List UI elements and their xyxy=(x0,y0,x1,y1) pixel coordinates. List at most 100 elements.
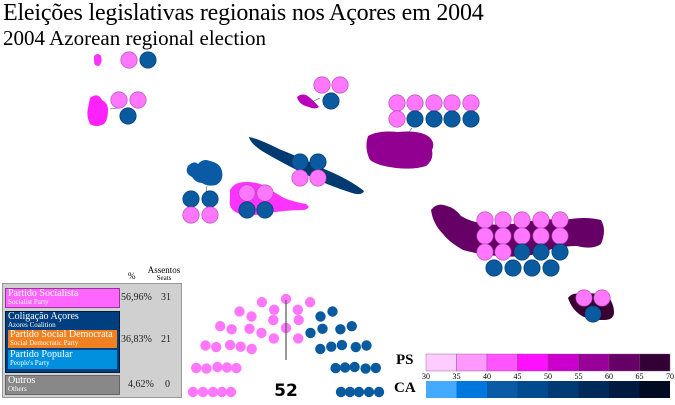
ca-scale-swatch xyxy=(487,381,518,398)
ca-name-en: Azores Coalition xyxy=(8,321,56,329)
ca-seats: 21 xyxy=(161,334,171,345)
subtitle: 2004 Azorean regional election xyxy=(3,26,266,50)
ca-parliament-seat xyxy=(315,343,326,355)
ps-seat-sao-miguel xyxy=(476,243,494,261)
ps-parliament-seat xyxy=(244,323,255,334)
ps-parliament-seat xyxy=(215,321,226,332)
ps-seat-pico xyxy=(256,184,274,202)
leader-line xyxy=(205,185,208,193)
ca-seat-corvo xyxy=(139,51,157,69)
ps-parliament-seat xyxy=(304,297,316,308)
ps-scale-swatch xyxy=(578,353,610,372)
island-flores xyxy=(87,95,108,126)
ps-seat-terceira xyxy=(406,94,424,112)
ca-parliament-seat xyxy=(330,362,341,374)
ps-parliament-seat xyxy=(197,386,209,398)
ps-parliament-seat xyxy=(231,362,242,374)
ps-parliament-seat xyxy=(246,343,257,355)
ca-parliament-seat xyxy=(344,386,356,398)
ps-scale-swatch xyxy=(517,353,549,372)
scale-tick: 30 xyxy=(422,372,430,381)
ps-seat-sao-miguel xyxy=(476,211,494,229)
ps-seat-faial xyxy=(182,206,200,224)
ps-seat-corvo xyxy=(120,51,138,69)
ps-seat-santa-maria xyxy=(575,289,593,307)
ca-seat-terceira xyxy=(425,110,443,128)
ps-scale-swatch xyxy=(486,353,518,372)
ps-scale-swatch xyxy=(425,353,457,372)
ps-seat-santa-maria xyxy=(593,289,611,307)
ps-seat-terceira xyxy=(388,94,406,112)
ca-seat-terceira xyxy=(443,110,461,128)
ca-scale-swatch xyxy=(456,381,487,398)
legend-psd: Partido Social Democrata Social Democrati… xyxy=(8,330,117,348)
ca-parliament-seat xyxy=(370,362,381,374)
ps-seat-flores xyxy=(110,91,128,109)
scale-tick: 55 xyxy=(575,372,583,381)
psd-name-en: Social Democratic Party xyxy=(10,339,79,347)
ca-seat-pico xyxy=(256,201,274,219)
ps-parliament-seat xyxy=(256,297,268,308)
island-graciosa xyxy=(297,94,319,109)
ps-seat-terceira xyxy=(425,94,443,112)
legend-ps: Partido Socialista Socialist Party xyxy=(5,288,120,308)
ps-seat-terceira xyxy=(443,94,461,112)
ps-seat-sao-miguel xyxy=(494,211,512,229)
scale-ps-label: PS xyxy=(396,352,414,368)
ps-parliament-seat xyxy=(293,314,304,326)
ps-parliament-seat xyxy=(234,306,245,317)
ps-scale-swatch xyxy=(456,353,488,372)
title: Eleições legislativas regionais nos Açor… xyxy=(3,0,484,26)
ps-seat-sao-miguel xyxy=(532,211,550,229)
seats-en: Seats xyxy=(156,274,172,282)
others-name-en: Others xyxy=(8,385,27,393)
ca-seat-sao-jorge xyxy=(291,153,309,171)
ps-scale-swatch xyxy=(639,353,671,372)
legend-others: Outros Others xyxy=(5,375,120,395)
ca-parliament-seat xyxy=(327,306,338,317)
ps-scale-swatch xyxy=(608,353,640,372)
ps-seat-terceira xyxy=(462,94,480,112)
ca-scale-swatch xyxy=(517,381,548,398)
ca-seat-sao-miguel xyxy=(551,243,569,261)
others-seats: 0 xyxy=(165,379,170,390)
pp-name: Partido Popular xyxy=(10,349,73,360)
ps-seat-sao-miguel xyxy=(476,227,494,245)
island-corvo xyxy=(94,54,102,66)
ca-seat-graciosa xyxy=(322,92,340,110)
ca-seat-santa-maria xyxy=(584,305,602,323)
ca-seat-pico xyxy=(238,201,256,219)
ps-parliament-seat xyxy=(216,386,228,398)
ca-seat-faial xyxy=(182,190,200,208)
ca-parliament-seat xyxy=(360,363,371,374)
ps-seat-graciosa xyxy=(331,76,349,94)
ps-seat-sao-miguel xyxy=(532,227,550,245)
ca-scale-swatch xyxy=(609,381,640,398)
ps-seat-sao-miguel xyxy=(551,211,569,229)
ca-parliament-seat xyxy=(335,324,346,335)
ps-parliament-seat xyxy=(293,333,304,344)
ps-parliament-seat xyxy=(280,293,292,305)
ps-seat-graciosa xyxy=(313,76,331,94)
ps-seat-sao-jorge xyxy=(309,169,327,187)
ps-seat-sao-miguel xyxy=(513,227,531,245)
ps-parliament-seat xyxy=(246,311,257,322)
ca-parliament-seat xyxy=(315,311,326,322)
ca-parliament-seat xyxy=(335,386,347,398)
ps-parliament-seat xyxy=(201,363,212,374)
ca-parliament-seat xyxy=(339,362,351,373)
ps-parliament-seat xyxy=(225,386,237,398)
ca-parliament-seat xyxy=(305,327,316,339)
legend-pp: Partido Popular People's Party xyxy=(8,350,117,369)
ps-parliament-seat xyxy=(191,362,202,374)
ca-parliament-seat xyxy=(317,323,328,334)
ps-seats: 31 xyxy=(161,292,171,303)
ca-seat-sao-miguel xyxy=(504,259,522,277)
ca-seat-terceira xyxy=(406,110,424,128)
ca-parliament-seat xyxy=(349,361,360,373)
legend-col-pct: % xyxy=(128,271,136,281)
scale-tick: 35 xyxy=(453,372,461,381)
scale-ca-label: CA xyxy=(394,380,416,396)
ps-seat-sao-miguel xyxy=(513,211,531,229)
others-pct: 4,62% xyxy=(128,379,154,390)
